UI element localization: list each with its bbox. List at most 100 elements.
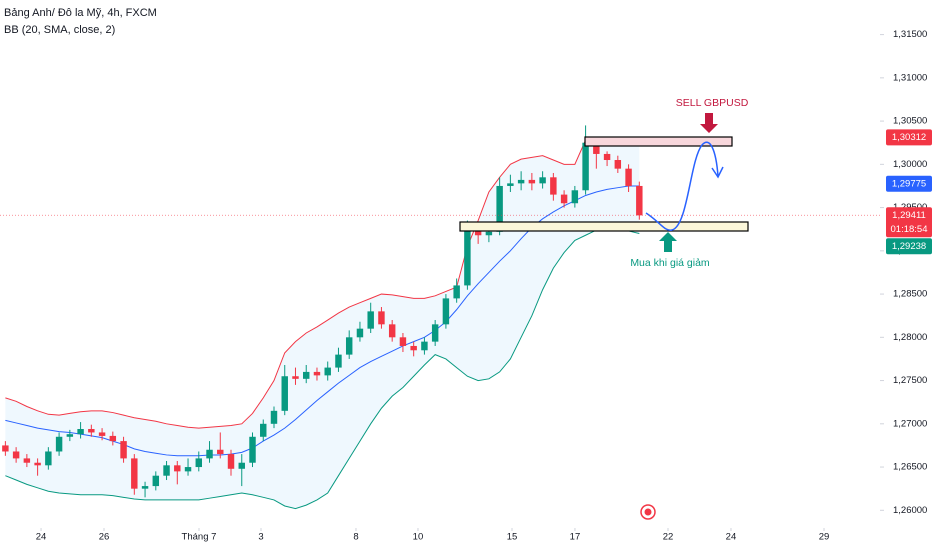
x-tick-label: 8 <box>353 532 358 543</box>
candle-body <box>281 376 288 411</box>
buy-arrow <box>659 232 677 252</box>
x-tick-label: 15 <box>507 532 518 543</box>
candle-body <box>571 190 579 204</box>
band-line <box>5 137 640 429</box>
candle-body <box>109 435 117 442</box>
candle-body <box>227 454 235 469</box>
x-tick-label: 24 <box>36 532 47 543</box>
buy-annotation: Mua khi giá giảm <box>630 257 710 269</box>
candle-body <box>345 337 353 355</box>
candle-body <box>474 229 482 236</box>
indicator-label: BB (20, SMA, close, 2) <box>4 24 115 36</box>
candle-body <box>206 449 213 459</box>
candle-body <box>560 194 568 204</box>
y-tick-label: 1,27500 <box>893 375 927 386</box>
candle-body <box>55 436 63 452</box>
candle-body <box>303 371 310 379</box>
candle-body <box>88 428 95 433</box>
candle-body <box>45 451 52 466</box>
candle-body <box>238 462 245 469</box>
candle-body <box>2 445 9 452</box>
candle-body <box>496 185 503 232</box>
y-tick-label: 1,28000 <box>893 332 927 343</box>
candle-body <box>335 354 342 368</box>
price-badge <box>886 129 932 146</box>
candle-body <box>464 229 471 286</box>
candle-body <box>507 183 514 186</box>
candle-body <box>399 337 407 346</box>
candle-body <box>356 328 364 338</box>
candle-body <box>34 462 41 466</box>
candle-body <box>410 345 417 351</box>
x-tick-label: 29 <box>819 532 830 543</box>
candle-body <box>217 449 224 455</box>
projection-curve <box>645 141 719 231</box>
candle-body <box>614 160 622 169</box>
symbol-title: Bảng Anh/ Đô la Mỹ, 4h, FXCM <box>4 7 157 19</box>
x-tick-label: 26 <box>99 532 110 543</box>
candle-body <box>603 153 611 161</box>
event-icon-dot <box>644 508 652 516</box>
y-tick-label: 1,27000 <box>893 418 927 429</box>
candle-body <box>324 367 331 376</box>
x-tick-label: 24 <box>726 532 737 543</box>
x-tick-label: 22 <box>663 532 674 543</box>
candle-body <box>174 465 181 472</box>
candle-body <box>163 465 170 476</box>
candle-body <box>442 298 450 325</box>
y-tick-label: 1,26000 <box>893 505 927 516</box>
buy-zone <box>459 221 749 232</box>
candle-body <box>367 311 374 329</box>
candle-body <box>453 285 460 299</box>
candle-body <box>292 376 299 379</box>
sell-arrow <box>700 113 718 133</box>
sell-zone <box>584 136 733 147</box>
price-badge <box>886 207 932 238</box>
candle-body <box>120 441 127 459</box>
candle-body <box>77 428 84 435</box>
candle-body <box>421 341 428 351</box>
price-badge <box>886 238 932 255</box>
candle-body <box>625 168 632 186</box>
candle-body <box>593 142 600 154</box>
candle-body <box>260 423 267 437</box>
candle-body <box>141 486 149 489</box>
candle-body <box>539 177 546 184</box>
y-tick-label: 1,26500 <box>893 462 927 473</box>
candle-body <box>517 179 525 184</box>
sell-annotation: SELL GBPUSD <box>676 97 749 109</box>
price-badge-label: 1,29238 <box>892 241 926 252</box>
candle-body <box>313 371 321 376</box>
candle-body <box>23 458 31 463</box>
x-tick-label: 17 <box>570 532 581 543</box>
x-tick-label: 3 <box>258 532 263 543</box>
candle-body <box>184 467 192 472</box>
price-badge-label: 1,30312 <box>892 132 926 143</box>
candle-body <box>249 436 256 463</box>
y-tick-label: 1,31000 <box>893 72 927 83</box>
price-badge-label: 1,29775 <box>892 178 926 189</box>
x-tick-label: Tháng 7 <box>182 532 217 543</box>
candle-body <box>195 458 203 468</box>
candle-body <box>636 185 643 216</box>
x-tick-label: 10 <box>413 532 424 543</box>
candle-body <box>98 432 106 436</box>
candle-body <box>12 451 20 459</box>
candle-body <box>550 177 557 195</box>
candle-body <box>378 311 385 325</box>
price-countdown: 01:18:54 <box>891 224 928 235</box>
y-tick-label: 1,30000 <box>893 159 927 170</box>
candle-body <box>485 231 493 236</box>
candle-body <box>152 475 160 487</box>
candle-body <box>270 410 278 424</box>
price-badge <box>886 175 932 192</box>
y-tick-label: 1,31500 <box>893 29 927 40</box>
projection-arrow <box>711 166 724 179</box>
candle-body <box>582 142 589 191</box>
candle-body <box>66 434 74 437</box>
band-line <box>5 227 640 510</box>
price-badge-label: 1,29411 <box>892 210 926 221</box>
candle-body <box>131 458 138 489</box>
candle-body <box>388 324 396 338</box>
candle-body <box>528 179 536 184</box>
